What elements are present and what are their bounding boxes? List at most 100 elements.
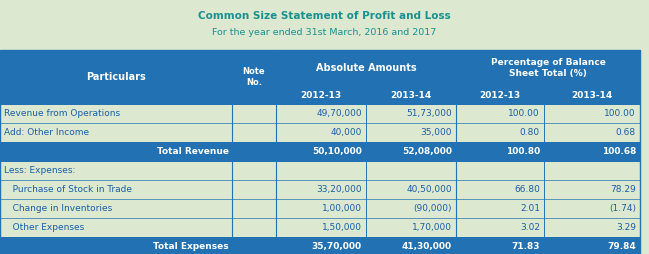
Text: (1.74): (1.74) (609, 204, 636, 213)
Bar (456, 104, 544, 123)
Text: 50,10,000: 50,10,000 (312, 147, 362, 156)
Bar (456, 218, 544, 237)
Text: 40,000: 40,000 (330, 128, 362, 137)
Bar (456, 161, 544, 180)
Bar (366, 218, 456, 237)
Bar (276, 237, 366, 254)
Bar (232, 161, 276, 180)
Bar (0, 50, 640, 254)
Text: Common Size Statement of Profit and Loss: Common Size Statement of Profit and Loss (198, 11, 451, 21)
Text: For the year ended 31st March, 2016 and 2017: For the year ended 31st March, 2016 and … (212, 28, 437, 37)
Bar (366, 104, 456, 123)
Bar (232, 104, 276, 123)
Bar (366, 123, 456, 142)
Bar (544, 104, 640, 123)
Bar (232, 50, 276, 104)
Text: 2012-13: 2012-13 (300, 90, 341, 100)
Bar (0, 161, 232, 180)
Bar (276, 123, 366, 142)
Bar (544, 218, 640, 237)
Bar (366, 199, 456, 218)
Bar (456, 86, 544, 104)
Bar (0, 104, 232, 123)
Bar (0, 218, 232, 237)
Text: 71.83: 71.83 (511, 242, 540, 251)
Text: 49,70,000: 49,70,000 (316, 109, 362, 118)
Text: 40,50,000: 40,50,000 (406, 185, 452, 194)
Bar (276, 86, 366, 104)
Bar (276, 161, 366, 180)
Bar (456, 199, 544, 218)
Text: Add: Other Income: Add: Other Income (4, 128, 89, 137)
Bar (276, 180, 366, 199)
Text: Percentage of Balance
Sheet Total (%): Percentage of Balance Sheet Total (%) (491, 58, 606, 78)
Bar (0, 50, 232, 104)
Text: 1,00,000: 1,00,000 (322, 204, 362, 213)
Bar (0, 180, 232, 199)
Text: Absolute Amounts: Absolute Amounts (315, 63, 416, 73)
Text: 66.80: 66.80 (514, 185, 540, 194)
Bar (232, 237, 276, 254)
Bar (0, 199, 232, 218)
Bar (0, 237, 232, 254)
Text: 35,70,000: 35,70,000 (312, 242, 362, 251)
Bar (456, 50, 640, 86)
Text: Other Expenses: Other Expenses (4, 223, 84, 232)
Bar (544, 86, 640, 104)
Bar (544, 237, 640, 254)
Bar (276, 50, 456, 86)
Text: 79.84: 79.84 (607, 242, 636, 251)
Text: 3.02: 3.02 (520, 223, 540, 232)
Bar (232, 180, 276, 199)
Text: 41,30,000: 41,30,000 (402, 242, 452, 251)
Text: 2013-14: 2013-14 (571, 90, 613, 100)
Bar (232, 218, 276, 237)
Bar (456, 180, 544, 199)
Bar (456, 123, 544, 142)
Bar (232, 199, 276, 218)
Text: 1,70,000: 1,70,000 (412, 223, 452, 232)
Text: 2.01: 2.01 (520, 204, 540, 213)
Text: Revenue from Operations: Revenue from Operations (4, 109, 120, 118)
Bar (366, 86, 456, 104)
Text: 33,20,000: 33,20,000 (316, 185, 362, 194)
Bar (456, 237, 544, 254)
Text: (90,000): (90,000) (413, 204, 452, 213)
Text: 100.80: 100.80 (506, 147, 540, 156)
Bar (544, 199, 640, 218)
Bar (366, 142, 456, 161)
Bar (366, 161, 456, 180)
Text: Less: Expenses:: Less: Expenses: (4, 166, 75, 175)
Text: 0.68: 0.68 (616, 128, 636, 137)
Text: 1,50,000: 1,50,000 (322, 223, 362, 232)
Text: Purchase of Stock in Trade: Purchase of Stock in Trade (4, 185, 132, 194)
Text: 51,73,000: 51,73,000 (406, 109, 452, 118)
Text: 3.29: 3.29 (616, 223, 636, 232)
Bar (544, 123, 640, 142)
Text: 0.80: 0.80 (520, 128, 540, 137)
Text: Particulars: Particulars (86, 72, 146, 82)
Bar (232, 142, 276, 161)
Text: Total Revenue: Total Revenue (157, 147, 229, 156)
Text: 100.68: 100.68 (602, 147, 636, 156)
Bar (366, 237, 456, 254)
Text: 35,000: 35,000 (421, 128, 452, 137)
Bar (276, 104, 366, 123)
Text: 2012-13: 2012-13 (480, 90, 520, 100)
Bar (456, 142, 544, 161)
Bar (544, 142, 640, 161)
Bar (276, 142, 366, 161)
Text: Change in Inventories: Change in Inventories (4, 204, 112, 213)
Bar (232, 123, 276, 142)
Text: 78.29: 78.29 (610, 185, 636, 194)
Text: 2013-14: 2013-14 (391, 90, 432, 100)
Text: 100.00: 100.00 (508, 109, 540, 118)
Bar (276, 218, 366, 237)
Text: 100.00: 100.00 (604, 109, 636, 118)
Bar (544, 161, 640, 180)
Text: Note
No.: Note No. (243, 67, 265, 87)
Bar (0, 123, 232, 142)
Text: 52,08,000: 52,08,000 (402, 147, 452, 156)
Text: Total Expenses: Total Expenses (153, 242, 229, 251)
Bar (544, 180, 640, 199)
